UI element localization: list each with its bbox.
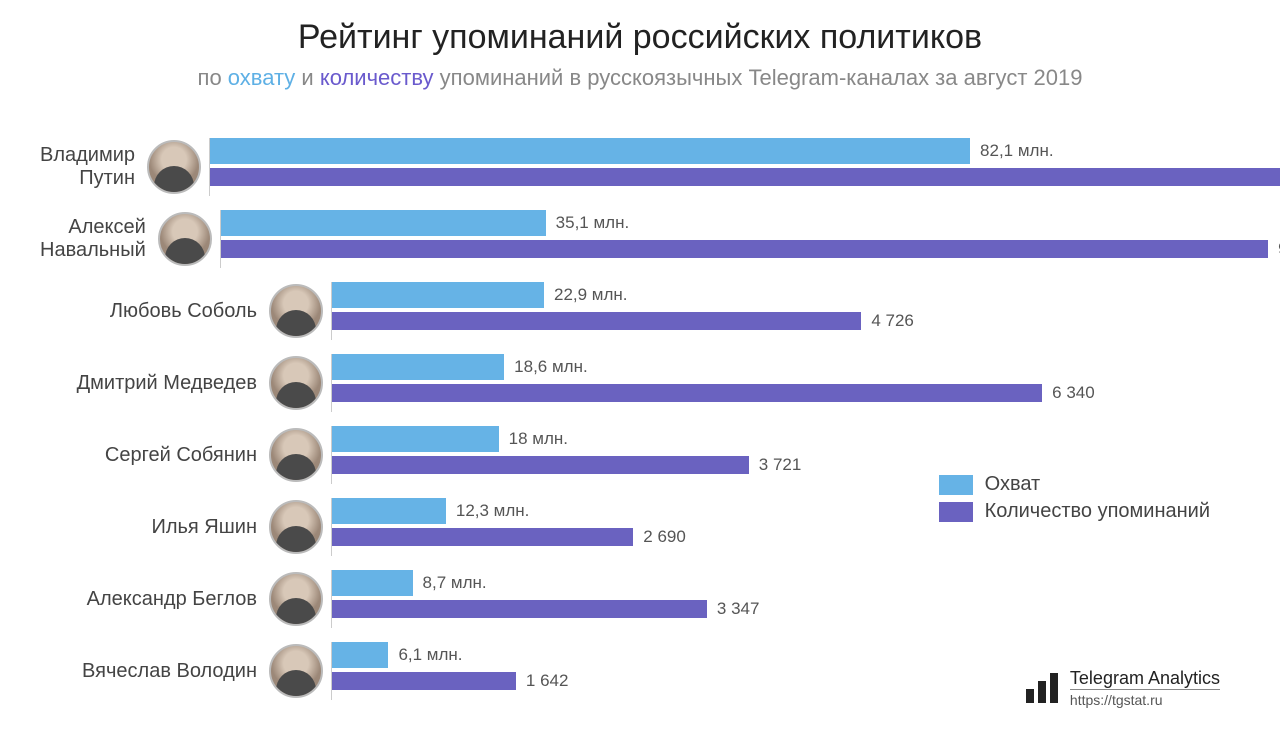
footer-url: https://tgstat.ru [1070, 689, 1220, 708]
reach-bar [332, 570, 413, 596]
reach-bar-wrap: 18 млн. [332, 426, 1240, 452]
bars-container: 35,1 млн. 9 351 [220, 210, 1280, 268]
count-bar [332, 600, 707, 618]
reach-value-label: 6,1 млн. [398, 645, 462, 665]
bar-chart: Владимир Путин82,1 млн.24 738Алексей Нав… [40, 133, 1240, 708]
count-bar [332, 312, 861, 330]
footer-brand: Telegram Analytics [1070, 668, 1220, 689]
avatar [269, 356, 323, 410]
bars-container: 82,1 млн. 24 738 [209, 138, 1280, 196]
subtitle-prefix: по [198, 65, 228, 90]
count-value-label: 4 726 [871, 311, 914, 331]
count-bar-wrap: 24 738 [210, 168, 1280, 186]
reach-value-label: 22,9 млн. [554, 285, 628, 305]
avatar [269, 644, 323, 698]
count-bar-wrap: 4 726 [332, 312, 1240, 330]
count-bar [332, 672, 516, 690]
politician-name: Александр Беглов [40, 588, 265, 611]
reach-bar-wrap: 18,6 млн. [332, 354, 1240, 380]
legend-swatch-reach [939, 475, 973, 495]
reach-value-label: 82,1 млн. [980, 141, 1054, 161]
legend-label-count: Количество упоминаний [985, 500, 1210, 523]
legend-swatch-count [939, 502, 973, 522]
count-bar-wrap: 2 690 [332, 528, 1240, 546]
subtitle-reach-word: охвату [228, 65, 296, 90]
footer: Telegram Analytics https://tgstat.ru [1026, 668, 1220, 708]
avatar [269, 572, 323, 626]
chart-row: Владимир Путин82,1 млн.24 738 [40, 133, 1240, 201]
chart-row: Дмитрий Медведев 18,6 млн. 6 340 [40, 349, 1240, 417]
reach-bar [332, 498, 446, 524]
footer-logo-icon [1026, 673, 1058, 703]
chart-row: Любовь Соболь 22,9 млн. 4 726 [40, 277, 1240, 345]
legend-row-count: Количество упоминаний [939, 500, 1210, 523]
count-value-label: 3 347 [717, 599, 760, 619]
politician-name: Сергей Собянин [40, 444, 265, 467]
count-bar-wrap: 3 347 [332, 600, 1240, 618]
avatar [158, 212, 212, 266]
count-bar-wrap: 3 721 [332, 456, 1240, 474]
chart-subtitle: по охвату и количеству упоминаний в русс… [0, 65, 1280, 91]
reach-bar [332, 282, 544, 308]
bars-container: 8,7 млн. 3 347 [331, 570, 1240, 628]
reach-value-label: 35,1 млн. [556, 213, 630, 233]
chart-title: Рейтинг упоминаний российских политиков [0, 18, 1280, 57]
politician-name: Алексей Навальный [40, 216, 154, 262]
count-bar [332, 528, 633, 546]
subtitle-count-word: количеству [320, 65, 434, 90]
avatar [147, 140, 201, 194]
politician-name: Любовь Соболь [40, 300, 265, 323]
count-bar [332, 384, 1042, 402]
reach-bar [332, 642, 388, 668]
reach-bar [332, 426, 499, 452]
count-bar [210, 168, 1280, 186]
count-bar [221, 240, 1268, 258]
reach-value-label: 18 млн. [509, 429, 568, 449]
legend-label-reach: Охват [985, 473, 1041, 496]
reach-bar [221, 210, 546, 236]
politician-name: Вячеслав Володин [40, 660, 265, 683]
avatar [269, 428, 323, 482]
count-bar-wrap: 9 351 [221, 240, 1280, 258]
reach-value-label: 12,3 млн. [456, 501, 530, 521]
avatar [269, 500, 323, 554]
avatar [269, 284, 323, 338]
reach-bar-wrap: 8,7 млн. [332, 570, 1240, 596]
legend: Охват Количество упоминаний [939, 473, 1210, 527]
legend-row-reach: Охват [939, 473, 1210, 496]
reach-bar-wrap: 35,1 млн. [221, 210, 1280, 236]
chart-row: Алексей Навальный35,1 млн.9 351 [40, 205, 1240, 273]
politician-name: Илья Яшин [40, 516, 265, 539]
reach-bar [210, 138, 970, 164]
reach-value-label: 8,7 млн. [423, 573, 487, 593]
reach-bar-wrap: 82,1 млн. [210, 138, 1280, 164]
subtitle-mid: и [295, 65, 320, 90]
bars-container: 22,9 млн. 4 726 [331, 282, 1240, 340]
count-bar [332, 456, 749, 474]
subtitle-suffix: упоминаний в русскоязычных Telegram-кана… [434, 65, 1083, 90]
reach-bar-wrap: 6,1 млн. [332, 642, 1240, 668]
count-bar-wrap: 6 340 [332, 384, 1240, 402]
reach-bar-wrap: 22,9 млн. [332, 282, 1240, 308]
politician-name: Дмитрий Медведев [40, 372, 265, 395]
bars-container: 18,6 млн. 6 340 [331, 354, 1240, 412]
count-value-label: 2 690 [643, 527, 686, 547]
reach-bar [332, 354, 504, 380]
chart-row: Александр Беглов 8,7 млн. 3 347 [40, 565, 1240, 633]
count-value-label: 3 721 [759, 455, 802, 475]
count-value-label: 6 340 [1052, 383, 1095, 403]
count-value-label: 1 642 [526, 671, 569, 691]
reach-value-label: 18,6 млн. [514, 357, 588, 377]
politician-name: Владимир Путин [40, 144, 143, 190]
